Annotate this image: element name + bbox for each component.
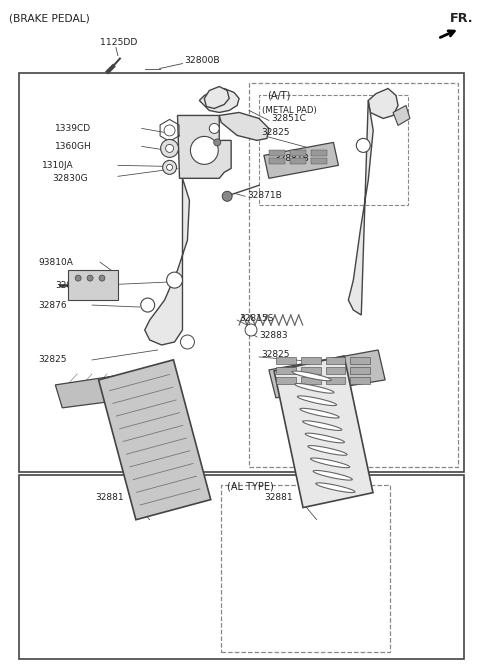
Polygon shape <box>393 105 410 125</box>
Text: 32825: 32825 <box>261 350 289 360</box>
Bar <box>300 377 321 384</box>
Text: 1310JA: 1310JA <box>42 161 74 170</box>
Polygon shape <box>219 113 269 141</box>
Text: 1339CD: 1339CD <box>55 124 92 133</box>
Text: 32815S: 32815S <box>239 314 274 322</box>
Text: (BRAKE PEDAL): (BRAKE PEDAL) <box>9 13 89 23</box>
Circle shape <box>164 125 175 136</box>
Bar <box>350 367 370 374</box>
Text: 32881: 32881 <box>264 493 292 502</box>
Ellipse shape <box>305 433 345 443</box>
Polygon shape <box>98 360 211 520</box>
Ellipse shape <box>311 458 350 468</box>
Circle shape <box>87 275 93 281</box>
Bar <box>269 150 285 156</box>
Text: 1360GH: 1360GH <box>55 142 92 151</box>
Text: FR.: FR. <box>450 12 473 25</box>
Circle shape <box>167 272 182 288</box>
Circle shape <box>141 298 155 312</box>
Polygon shape <box>269 350 385 398</box>
Text: 32881B: 32881B <box>274 154 309 163</box>
Bar <box>300 367 321 374</box>
Bar <box>350 357 370 364</box>
Ellipse shape <box>313 470 352 480</box>
Circle shape <box>75 275 81 281</box>
Text: 32883: 32883 <box>55 281 84 289</box>
Polygon shape <box>204 86 229 109</box>
Bar <box>311 150 326 156</box>
Text: 32825: 32825 <box>261 128 289 137</box>
Bar <box>325 357 346 364</box>
Circle shape <box>99 275 105 281</box>
Text: (A/T): (A/T) <box>267 90 290 100</box>
Polygon shape <box>145 178 190 345</box>
Bar <box>325 377 346 384</box>
Ellipse shape <box>308 446 347 456</box>
Polygon shape <box>55 370 162 408</box>
Ellipse shape <box>300 408 339 418</box>
Bar <box>221 484 390 653</box>
Polygon shape <box>348 100 373 315</box>
Ellipse shape <box>298 396 336 405</box>
Bar <box>19 72 464 472</box>
Bar <box>249 82 457 467</box>
Circle shape <box>245 324 257 336</box>
Text: 32830G: 32830G <box>52 174 88 183</box>
Bar <box>290 150 306 156</box>
Bar <box>276 357 296 364</box>
Text: 1125DD: 1125DD <box>100 38 137 47</box>
Bar <box>300 357 321 364</box>
Circle shape <box>209 123 219 133</box>
Circle shape <box>222 192 232 201</box>
Text: (METAL PAD): (METAL PAD) <box>262 106 317 115</box>
Circle shape <box>214 139 221 146</box>
Ellipse shape <box>292 371 331 381</box>
Bar <box>350 377 370 384</box>
Polygon shape <box>274 356 373 508</box>
Ellipse shape <box>302 421 342 430</box>
Text: (AL TYPE): (AL TYPE) <box>227 482 274 492</box>
Text: 93810A: 93810A <box>38 258 73 267</box>
Circle shape <box>180 335 194 349</box>
Polygon shape <box>199 88 239 113</box>
Bar <box>259 96 408 205</box>
Circle shape <box>166 145 174 152</box>
Text: 32883: 32883 <box>259 330 288 340</box>
Text: 32876: 32876 <box>38 301 67 310</box>
Ellipse shape <box>295 383 334 393</box>
Bar <box>311 158 326 164</box>
Circle shape <box>191 137 218 164</box>
Ellipse shape <box>316 483 355 492</box>
Text: 32800B: 32800B <box>184 56 220 65</box>
Bar <box>325 367 346 374</box>
Bar <box>290 158 306 164</box>
Circle shape <box>167 164 172 170</box>
Circle shape <box>163 160 177 174</box>
Text: 32825: 32825 <box>38 356 67 364</box>
Bar <box>19 475 464 659</box>
Text: 32881: 32881 <box>95 493 124 502</box>
Circle shape <box>356 139 370 152</box>
Polygon shape <box>178 115 231 178</box>
Polygon shape <box>264 143 338 178</box>
Bar <box>276 367 296 374</box>
Text: 32851C: 32851C <box>271 114 306 123</box>
Circle shape <box>161 139 179 157</box>
Bar <box>269 158 285 164</box>
Bar <box>276 377 296 384</box>
Bar <box>68 270 118 300</box>
Polygon shape <box>368 88 398 119</box>
Text: 32871B: 32871B <box>247 191 282 200</box>
